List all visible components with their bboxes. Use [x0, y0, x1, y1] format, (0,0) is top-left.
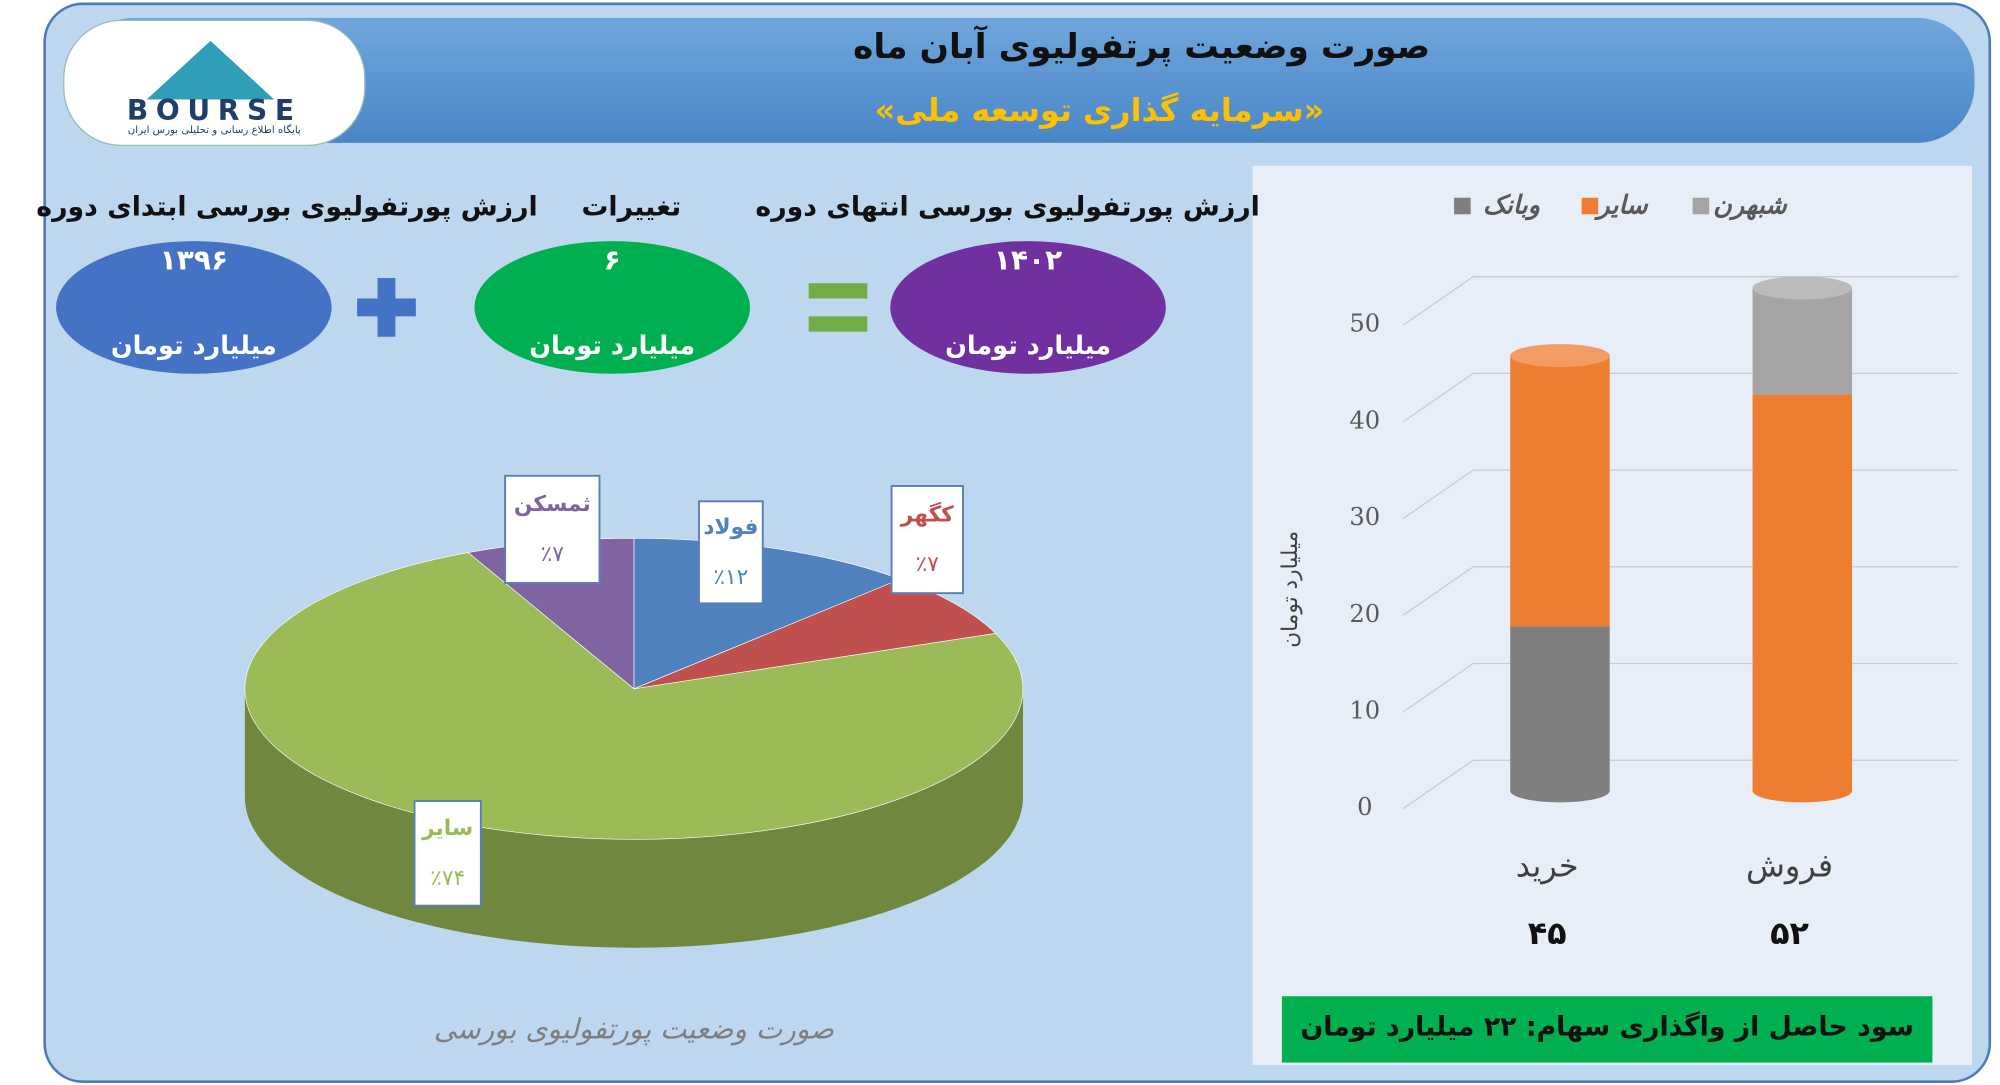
bar-cap — [1510, 344, 1610, 368]
label-box — [890, 485, 964, 595]
slice-name: سایر — [421, 816, 473, 841]
slice-name: ثمسکن — [514, 492, 591, 517]
logo-text: BOURSE — [127, 94, 302, 127]
slice-value: ٪۷ — [916, 552, 939, 577]
total-label: ۴۵ — [1528, 914, 1567, 952]
summary-ellipse — [474, 241, 750, 374]
legend-label: سایر — [1593, 191, 1649, 221]
x-tick-label: فروش — [1746, 846, 1833, 884]
subtitle: «سرمایه گذاری توسعه ملی» — [875, 91, 1325, 129]
slice-name: کگهر — [900, 501, 954, 527]
legend-label: وبانک — [1483, 191, 1540, 221]
summary-unit: میلیارد تومان — [945, 331, 1111, 361]
plus-sign — [377, 278, 396, 337]
y-tick-label: 50 — [1349, 310, 1380, 338]
summary-value: ۱۳۹۶ — [160, 243, 228, 276]
summary-value: ۶ — [604, 243, 621, 276]
y-tick-label: 40 — [1349, 406, 1380, 434]
y-axis-title: میلیارد تومان — [1278, 531, 1303, 648]
slice — [244, 552, 1024, 840]
logo-mark — [146, 40, 275, 100]
footer-text: سود حاصل از واگذاری سهام: ۲۲ میلیارد توم… — [1300, 1011, 1914, 1043]
bar-cap — [1752, 276, 1853, 300]
legend-swatch — [1581, 197, 1599, 215]
bar-segment — [1752, 394, 1853, 791]
logo-tagline: پایگاه اطلاع رسانی و تحلیلی بورس ایران — [128, 123, 301, 136]
legend-swatch — [1692, 197, 1710, 215]
summary-unit: میلیارد تومان — [529, 331, 695, 361]
slice-value: ٪۷ — [541, 542, 564, 567]
x-tick-label: خرید — [1516, 846, 1579, 884]
label-box — [698, 500, 764, 605]
summary-value: ۱۴۰۲ — [994, 243, 1062, 276]
y-tick-label: 30 — [1349, 503, 1380, 531]
label-box — [413, 800, 482, 907]
summary-unit: میلیارد تومان — [111, 331, 277, 361]
footer-box — [1281, 996, 1933, 1063]
summary-ellipse — [890, 241, 1166, 374]
summary-label: ارزش پورتفولیوی بورسی انتهای دوره — [755, 191, 1259, 222]
legend-label: شبهرن — [1713, 191, 1788, 221]
slice-value: ٪۷۴ — [430, 866, 465, 891]
summary-ellipse — [56, 241, 332, 374]
total-label: ۵۲ — [1770, 914, 1809, 952]
pie-title: صورت وضعیت پورتفولیوی بورسی — [434, 1013, 835, 1046]
equals-sign — [808, 316, 868, 332]
title: صورت وضعیت پرتفولیوی آبان ماه — [853, 25, 1430, 67]
bar-segment — [1752, 287, 1853, 395]
equals-sign — [808, 283, 868, 299]
y-tick-label: 10 — [1349, 696, 1380, 724]
summary-label: ارزش پورتفولیوی بورسی ابتدای دوره — [36, 191, 537, 222]
y-tick-label: 0 — [1357, 793, 1372, 821]
bar-cap-shine — [1510, 344, 1610, 368]
header-banner — [76, 17, 1975, 143]
bar-segment — [1510, 626, 1610, 791]
bar-cap-shine — [1752, 276, 1853, 300]
slice-value: ٪۱۲ — [713, 565, 748, 590]
y-tick-label: 20 — [1349, 600, 1380, 628]
summary-label: تغییرات — [582, 191, 682, 222]
legend-swatch — [1454, 197, 1471, 215]
bar-segment — [1510, 355, 1610, 627]
slice-name: فولاد — [703, 515, 758, 540]
label-box — [504, 474, 601, 584]
